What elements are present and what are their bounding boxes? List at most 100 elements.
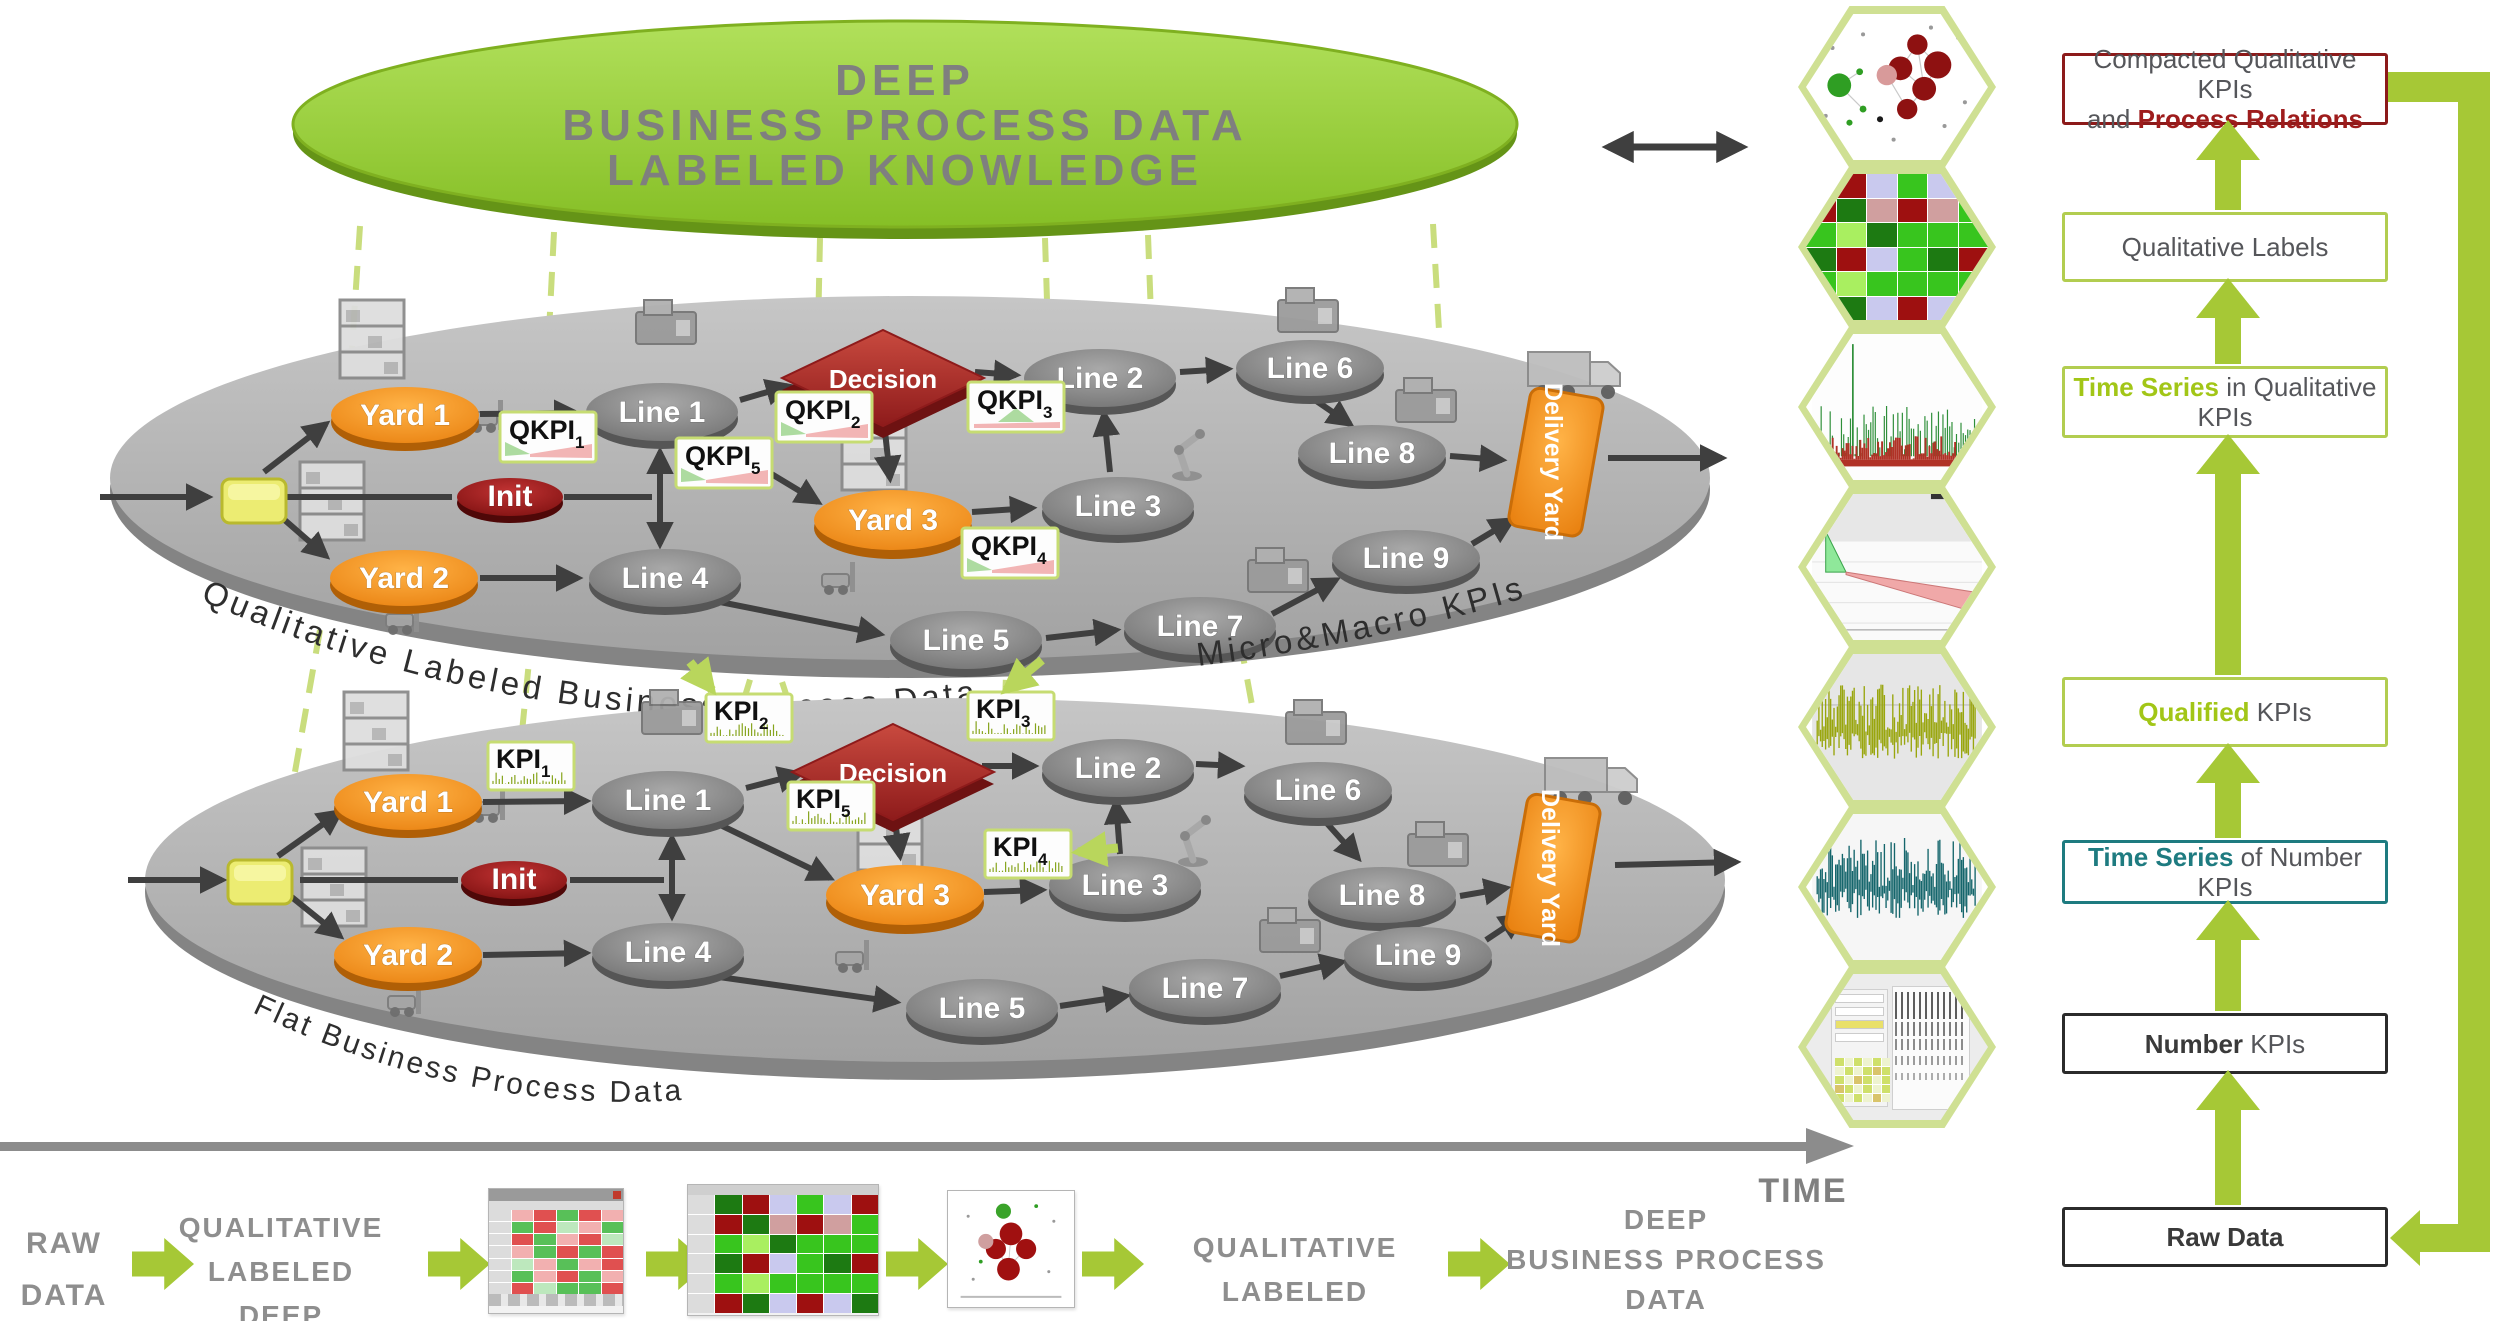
svg-text:Yard 3: Yard 3 (860, 879, 950, 912)
svg-text:Line 3: Line 3 (1075, 490, 1162, 523)
box-compacted-qualitative-kpis: Compacted Qualitative KPIs and Process R… (2062, 44, 2388, 134)
upper-node-line1: Line 1 (586, 383, 738, 449)
upper-node-line7: Line 7 (1124, 597, 1276, 663)
svg-text:Yard 3: Yard 3 (848, 504, 938, 537)
deep-knowledge-line3: LABELED KNOWLEDGE (607, 146, 1203, 195)
box-raw-data: Raw Data (2062, 1207, 2388, 1267)
window-menubar (489, 1201, 623, 1210)
feedback-right-rail (2458, 72, 2490, 1252)
table-app-window (488, 1188, 624, 1314)
machine-icon (1277, 287, 1339, 333)
box-time-series-number-kpis: Time Series of Number KPIs (2062, 840, 2388, 904)
svg-text:KPI2: KPI2 (714, 696, 768, 733)
teal-waveform-thumbnail (1812, 814, 1982, 960)
svg-text:KPI5: KPI5 (796, 784, 850, 821)
svg-text:Line 8: Line 8 (1339, 879, 1426, 912)
svg-text:Line 1: Line 1 (625, 784, 712, 817)
kpi1-badge: KPI1 (486, 740, 576, 792)
lower-node-line2: Line 2 (1042, 739, 1194, 805)
deep-bpd-knowledge-label: DEEP BUSINESS PROCESS DATA LABELED KNOWL… (1506, 1204, 1826, 1315)
network-app-window (947, 1190, 1075, 1308)
lower-node-line8: Line 8 (1308, 867, 1456, 931)
timeline-axis (0, 1142, 1806, 1151)
upper-node-yard2: Yard 2 (330, 550, 478, 614)
storage-rack-icon (298, 460, 366, 542)
svg-text:Line 6: Line 6 (1275, 774, 1362, 807)
upper-platform: Yard 1 Yard 2 Init Line 1 Line 4 Decisio… (100, 287, 1728, 678)
svg-text:Line 7: Line 7 (1162, 972, 1249, 1005)
machine-icon (1285, 699, 1347, 745)
flow-up-arrow (2196, 120, 2260, 210)
upper-node-yard3: Yard 3 (814, 490, 972, 559)
flow-up-arrow (2196, 1070, 2260, 1205)
qualitative-labeled-bpd-label: QUALITATIVE LABELED BUSINESS PROCESS DAT… (1192, 1232, 1398, 1321)
qualicision-time-series-label: QUALITATIVE LABELED DEEP QUALICISION TIM… (178, 1212, 384, 1321)
storage-rack-icon (342, 690, 410, 772)
qkpi1-badge: QKPI1 (498, 410, 598, 464)
spike-chart-thumbnail (1812, 334, 1982, 480)
box-qualified-kpis: Qualified KPIs (2062, 677, 2388, 747)
qkpi3-badge: QKPI3 (966, 380, 1066, 434)
svg-text:KPI3: KPI3 (976, 694, 1030, 731)
network-graph-thumbnail (1823, 25, 1967, 142)
lower-node-line7: Line 7 (1129, 959, 1281, 1025)
stage-arrow-icon (428, 1238, 490, 1290)
svg-text:Yard 1: Yard 1 (360, 399, 450, 432)
box-number-kpis: Number KPIs (2062, 1013, 2388, 1074)
kpi5-badge: KPI5 (786, 780, 876, 832)
deep-knowledge-line2: BUSINESS PROCESS DATA (562, 101, 1247, 150)
app-grid-panel (1835, 1058, 1891, 1103)
upper-node-line4: Line 4 (589, 549, 741, 615)
lower-platform: Yard 1 Yard 2 Init Line 1 Line 4 Decisio… (128, 656, 1742, 1080)
svg-text:Yard 2: Yard 2 (363, 939, 453, 972)
lower-node-yard1: Yard 1 (334, 774, 482, 838)
svg-text:QKPI1: QKPI1 (509, 415, 584, 452)
lower-node-line5: Line 5 (906, 979, 1058, 1045)
lower-node-yard3: Yard 3 (826, 865, 984, 934)
green-kpi-pointer-arrows (680, 656, 1119, 868)
box-time-series-qualitative-kpis: Time Series in Qualitative KPIs (2062, 366, 2388, 438)
lower-node-line1: Line 1 (592, 771, 744, 837)
upper-entry-node (220, 477, 288, 525)
svg-text:KPI4: KPI4 (993, 832, 1048, 869)
svg-text:Line 9: Line 9 (1375, 939, 1462, 972)
feedback-bottom-segment (2414, 1224, 2472, 1252)
kpi-table-thumbnail (489, 1210, 623, 1294)
svg-text:Line 5: Line 5 (939, 992, 1026, 1025)
funnel-chart-thumbnail (1812, 494, 1982, 640)
upper-node-line3: Line 3 (1042, 477, 1194, 543)
upper-node-line5: Line 5 (890, 611, 1042, 677)
svg-text:Line 8: Line 8 (1329, 437, 1416, 470)
raw-data-label: RAW DATA (20, 1227, 108, 1312)
upper-node-init: Init (457, 478, 563, 523)
svg-text:Yard 2: Yard 2 (359, 562, 449, 595)
svg-text:Line 2: Line 2 (1057, 362, 1144, 395)
svg-text:Line 9: Line 9 (1363, 542, 1450, 575)
close-icon (613, 1191, 621, 1199)
svg-text:Line 2: Line 2 (1075, 752, 1162, 785)
timeline-label: TIME (1758, 1172, 1848, 1210)
svg-text:Delivery Yard: Delivery Yard (1536, 789, 1564, 947)
process-platforms-diagram: DEEP BUSINESS PROCESS DATA LABELED KNOWL… (100, 19, 1749, 1109)
svg-text:KPI1: KPI1 (496, 744, 550, 781)
flow-up-arrow (2196, 434, 2260, 675)
svg-text:Line 1: Line 1 (619, 396, 706, 429)
upper-node-yard1: Yard 1 (331, 387, 479, 451)
timeline-arrowhead (1806, 1128, 1854, 1164)
flow-up-arrow (2196, 900, 2260, 1011)
kpi4-badge: KPI4 (983, 828, 1073, 880)
qkpi2-badge: QKPI2 (774, 390, 874, 444)
window-titlebar (489, 1189, 623, 1201)
svg-text:Init: Init (488, 480, 533, 513)
svg-text:Delivery Yard: Delivery Yard (1539, 383, 1567, 541)
upper-node-delivery-yard: Delivery Yard (1507, 383, 1605, 541)
stage-arrow-icon (1082, 1238, 1144, 1290)
svg-text:Yard 1: Yard 1 (363, 786, 453, 819)
flow-up-arrow (2196, 743, 2260, 838)
lower-entry-node (226, 858, 294, 906)
svg-text:Line 7: Line 7 (1157, 610, 1244, 643)
lower-node-line4: Line 4 (592, 923, 744, 989)
kpi2-badge: KPI2 (704, 692, 794, 744)
lower-node-init: Init (461, 861, 567, 906)
olive-waveform-thumbnail (1812, 654, 1982, 800)
